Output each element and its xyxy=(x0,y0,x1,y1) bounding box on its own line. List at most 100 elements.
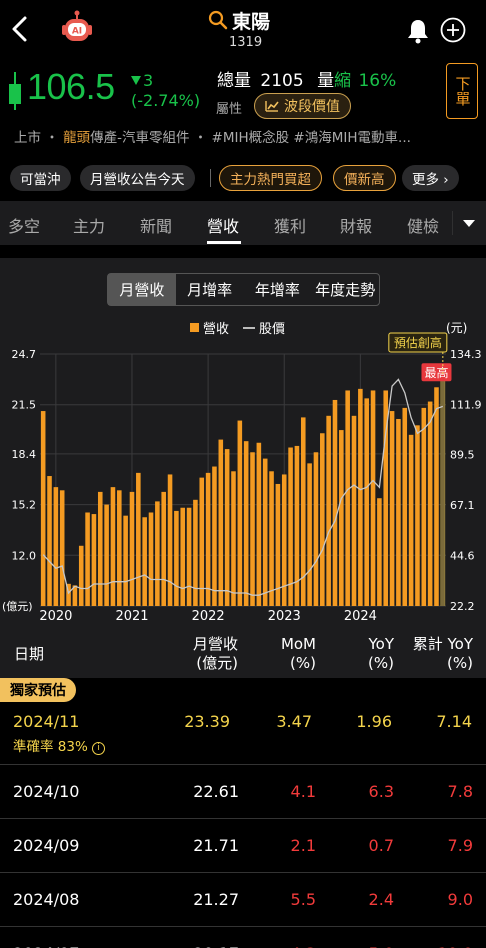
revenue-bar[interactable] xyxy=(167,474,173,606)
revenue-bar[interactable] xyxy=(345,390,350,606)
table-row[interactable]: 2024/08 21.27 5.5 2.4 9.0 xyxy=(0,873,486,927)
table-row[interactable]: 2024/09 21.71 2.1 0.7 7.9 xyxy=(0,819,486,873)
tab-profit[interactable]: 獲利 xyxy=(274,217,307,236)
tab-news[interactable]: 新聞 xyxy=(140,217,173,236)
revenue-bar[interactable] xyxy=(415,425,420,606)
revenue-bar[interactable] xyxy=(136,472,141,606)
table-row[interactable]: 2024/07 20.17 4.3 5.0 10.0 xyxy=(0,927,486,948)
revenue-bar[interactable] xyxy=(91,514,97,606)
seg-annual-trend[interactable]: 年度走勢 xyxy=(315,281,376,299)
ai-robot-icon[interactable]: AI xyxy=(60,10,94,46)
tab-financials[interactable]: 財報 xyxy=(340,217,373,236)
change-percent: (-2.74%) xyxy=(131,91,201,110)
revenue-bar[interactable] xyxy=(320,433,325,606)
revenue-bar[interactable] xyxy=(104,504,109,606)
revenue-bar[interactable] xyxy=(307,463,312,606)
revenue-bar[interactable] xyxy=(281,474,287,606)
revenue-bar[interactable] xyxy=(434,387,439,606)
revenue-bar[interactable] xyxy=(66,583,71,606)
seg-mom-rate[interactable]: 月增率 xyxy=(187,281,233,299)
revenue-bar[interactable] xyxy=(339,430,344,606)
revenue-bar[interactable] xyxy=(85,512,90,606)
revenue-bar[interactable] xyxy=(231,471,236,606)
add-watchlist-icon[interactable] xyxy=(440,17,466,43)
revenue-bar[interactable] xyxy=(155,501,160,606)
tab-health[interactable]: 健檢 xyxy=(407,217,440,236)
revenue-bar[interactable] xyxy=(59,490,65,606)
revenue-bar[interactable] xyxy=(40,411,46,606)
revenue-bar[interactable] xyxy=(212,466,217,606)
revenue-bar[interactable] xyxy=(275,483,281,606)
revenue-bar[interactable] xyxy=(53,487,59,606)
revenue-bar[interactable] xyxy=(97,491,103,606)
revenue-bar[interactable] xyxy=(300,417,306,606)
revenue-bar[interactable] xyxy=(110,487,116,606)
revenue-bar[interactable] xyxy=(332,399,338,606)
forecast-accuracy[interactable]: 準確率 83% i xyxy=(13,735,106,755)
revenue-bar[interactable] xyxy=(218,439,224,606)
revenue-bar[interactable] xyxy=(427,401,433,606)
tab-main-force[interactable]: 主力 xyxy=(73,217,106,236)
revenue-bar[interactable] xyxy=(389,411,395,606)
chip-revenue-today[interactable]: 月營收公告今天 xyxy=(80,165,195,191)
revenue-bar[interactable] xyxy=(199,477,205,606)
back-icon[interactable] xyxy=(8,14,32,44)
info-icon[interactable]: i xyxy=(92,742,106,755)
seg-monthly-revenue[interactable]: 月營收 xyxy=(108,274,176,305)
revenue-bar[interactable] xyxy=(117,490,122,606)
table-row[interactable]: 2024/10 22.61 4.1 6.3 7.8 xyxy=(0,765,486,819)
seg-yoy-rate[interactable]: 年增率 xyxy=(254,281,300,299)
revenue-bar[interactable] xyxy=(237,420,243,606)
revenue-bar[interactable] xyxy=(377,498,382,606)
revenue-bar[interactable] xyxy=(180,507,186,606)
band-value-button[interactable]: 波段價值 xyxy=(254,93,351,119)
revenue-bar[interactable] xyxy=(174,510,179,606)
order-button[interactable]: 下單 xyxy=(446,63,478,119)
title-search[interactable]: 東陽 xyxy=(208,8,270,33)
industry-tags[interactable]: 上市 ・ 龍頭傳產-汽車零組件 ・ #MIH概念股 #鴻海MIH電動車... xyxy=(14,126,478,146)
revenue-bar[interactable] xyxy=(224,449,230,606)
revenue-bar[interactable] xyxy=(193,499,198,606)
revenue-bar[interactable] xyxy=(72,585,78,606)
revenue-bar[interactable] xyxy=(351,415,357,606)
revenue-bar[interactable] xyxy=(396,418,401,606)
chip-main-force-buy[interactable]: 主力熱門買超 xyxy=(219,165,322,191)
tab-revenue[interactable]: 營收 xyxy=(207,217,240,236)
revenue-bar[interactable] xyxy=(269,471,274,606)
revenue-bar[interactable] xyxy=(294,445,300,606)
revenue-bar[interactable] xyxy=(47,476,52,606)
row-yoy: 5.0 xyxy=(369,944,394,948)
revenue-bar[interactable] xyxy=(370,390,376,606)
revenue-bar[interactable] xyxy=(129,491,135,606)
forecast-row[interactable]: 2024/11 準確率 83% i 23.39 3.47 1.96 7.14 xyxy=(0,702,486,765)
bell-icon[interactable] xyxy=(406,18,430,44)
tab-bull-bear[interactable]: 多空 xyxy=(8,217,41,236)
revenue-bar[interactable] xyxy=(408,434,414,606)
accuracy-label: 準確率 xyxy=(13,739,54,755)
revenue-bar[interactable] xyxy=(402,407,408,606)
revenue-bar[interactable] xyxy=(186,507,192,606)
legend-price-swatch xyxy=(243,326,256,329)
revenue-bar[interactable] xyxy=(364,398,369,606)
chip-price-high[interactable]: 價新高 xyxy=(333,165,396,191)
revenue-bar[interactable] xyxy=(262,458,268,606)
revenue-bar[interactable] xyxy=(288,447,293,606)
tab-dropdown[interactable] xyxy=(451,201,486,245)
revenue-bar[interactable] xyxy=(256,442,262,606)
revenue-bar[interactable] xyxy=(161,491,166,606)
revenue-bar[interactable] xyxy=(205,472,211,606)
revenue-bar[interactable] xyxy=(148,512,154,606)
revenue-bar[interactable] xyxy=(142,517,147,606)
revenue-bar[interactable] xyxy=(313,452,319,606)
revenue-bar[interactable] xyxy=(123,515,128,606)
revenue-bar[interactable] xyxy=(383,390,389,606)
revenue-bar[interactable] xyxy=(421,407,427,606)
revenue-bar[interactable] xyxy=(326,415,331,606)
chip-day-trade[interactable]: 可當沖 xyxy=(10,165,71,191)
th-yoy-unit: (%) xyxy=(368,654,394,672)
chip-more[interactable]: 更多 › xyxy=(402,165,459,191)
revenue-bar[interactable] xyxy=(78,545,84,606)
revenue-bar[interactable] xyxy=(358,388,363,606)
revenue-bar[interactable] xyxy=(250,452,255,606)
revenue-bar[interactable] xyxy=(243,441,249,606)
